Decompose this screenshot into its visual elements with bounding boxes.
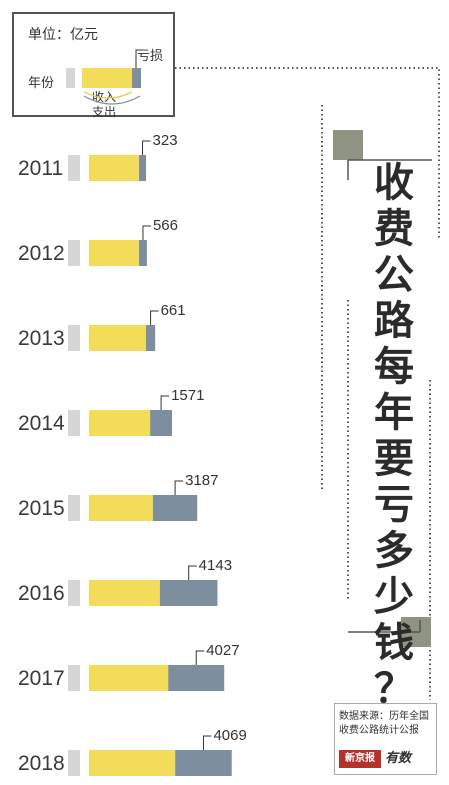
year-marker <box>68 325 80 351</box>
value-label: 1571 <box>171 387 204 404</box>
year-marker <box>68 495 80 521</box>
value-label: 661 <box>161 302 186 319</box>
value-leader <box>150 310 159 325</box>
legend-income-label: 收入 <box>92 90 117 104</box>
year-label: 2013 <box>18 327 65 350</box>
loss-bar <box>159 580 218 606</box>
income-bar <box>89 580 160 606</box>
income-bar <box>89 155 140 181</box>
year-label: 2015 <box>18 497 65 520</box>
legend-year-marker <box>66 68 75 88</box>
title-char: 费 <box>374 206 414 252</box>
loss-bar <box>139 155 147 181</box>
year-label: 2014 <box>18 412 65 435</box>
title-char: 年 <box>374 390 414 436</box>
legend-loss-swatch <box>132 68 141 88</box>
loss-bar <box>145 325 156 351</box>
income-bar <box>89 240 140 266</box>
income-bar <box>89 665 169 691</box>
publisher-logo: 新京报 <box>339 750 381 768</box>
loss-bar <box>150 410 172 436</box>
vertical-title: 收费公路每年要亏多少钱？ <box>366 160 422 712</box>
value-label: 4143 <box>199 557 232 574</box>
year-label: 2017 <box>18 667 65 690</box>
income-bar <box>89 410 151 436</box>
value-leader <box>174 480 184 495</box>
title-char: 少 <box>374 574 414 620</box>
value-label: 3187 <box>185 472 218 489</box>
legend-expense-brace <box>83 95 141 105</box>
loss-bar <box>139 240 147 266</box>
value-leader <box>160 395 170 410</box>
title-char: 收 <box>374 160 414 206</box>
decoration-layer <box>175 67 440 700</box>
legend-income-brace <box>83 91 133 99</box>
year-marker <box>68 155 80 181</box>
value-leader <box>195 650 205 665</box>
title-char: 多 <box>374 528 414 574</box>
value-label: 566 <box>153 217 178 234</box>
legend-box: 单位：亿元 年份 亏损 收入 支出 <box>12 12 175 119</box>
legend-swatches <box>66 49 142 105</box>
income-bar <box>89 325 146 351</box>
title-char: 要 <box>374 436 414 482</box>
legend-loss-label: 亏损 <box>137 49 164 64</box>
value-label: 323 <box>153 132 178 149</box>
value-leader <box>142 225 151 240</box>
title-char: 亏 <box>374 482 414 528</box>
year-label: 2011 <box>18 157 63 180</box>
year-marker <box>68 665 80 691</box>
legend-loss-leader <box>135 49 142 68</box>
value-leader <box>188 565 197 580</box>
legend-expense-label: 支出 <box>92 105 117 119</box>
loss-bar <box>175 750 232 776</box>
title-char: 每 <box>374 344 414 390</box>
year-marker <box>68 240 80 266</box>
year-label: 2012 <box>18 242 65 265</box>
legend-unit-label: 单位：亿元 <box>28 27 98 43</box>
title-char: 路 <box>374 298 414 344</box>
year-label: 2016 <box>18 582 65 605</box>
year-label: 2018 <box>18 752 65 775</box>
title-char: 钱 <box>374 620 414 666</box>
dotted-connector <box>175 67 440 240</box>
source-box: 数据来源：历年全国收费公路统计公报 新京报 有数 <box>334 703 437 775</box>
legend-year-label: 年份 <box>28 76 55 91</box>
value-label: 4069 <box>213 727 246 744</box>
year-marker <box>68 750 80 776</box>
source-text: 数据来源：历年全国收费公路统计公报 <box>339 711 429 736</box>
value-leader <box>202 735 212 750</box>
year-marker <box>68 410 80 436</box>
loss-bar <box>168 665 225 691</box>
title-char: 公 <box>374 252 414 298</box>
value-leader <box>142 140 151 155</box>
bars-layer: 2011 323 2012 566 2013 661 2014 1571 2015 3187 201… <box>18 132 247 776</box>
loss-bar <box>152 495 198 521</box>
value-label: 4027 <box>206 642 239 659</box>
income-bar <box>89 495 153 521</box>
income-bar <box>89 750 176 776</box>
legend-income-swatch <box>82 68 132 88</box>
year-marker <box>68 580 80 606</box>
section-logo: 有数 <box>385 751 412 766</box>
accent-square-top <box>333 130 363 160</box>
